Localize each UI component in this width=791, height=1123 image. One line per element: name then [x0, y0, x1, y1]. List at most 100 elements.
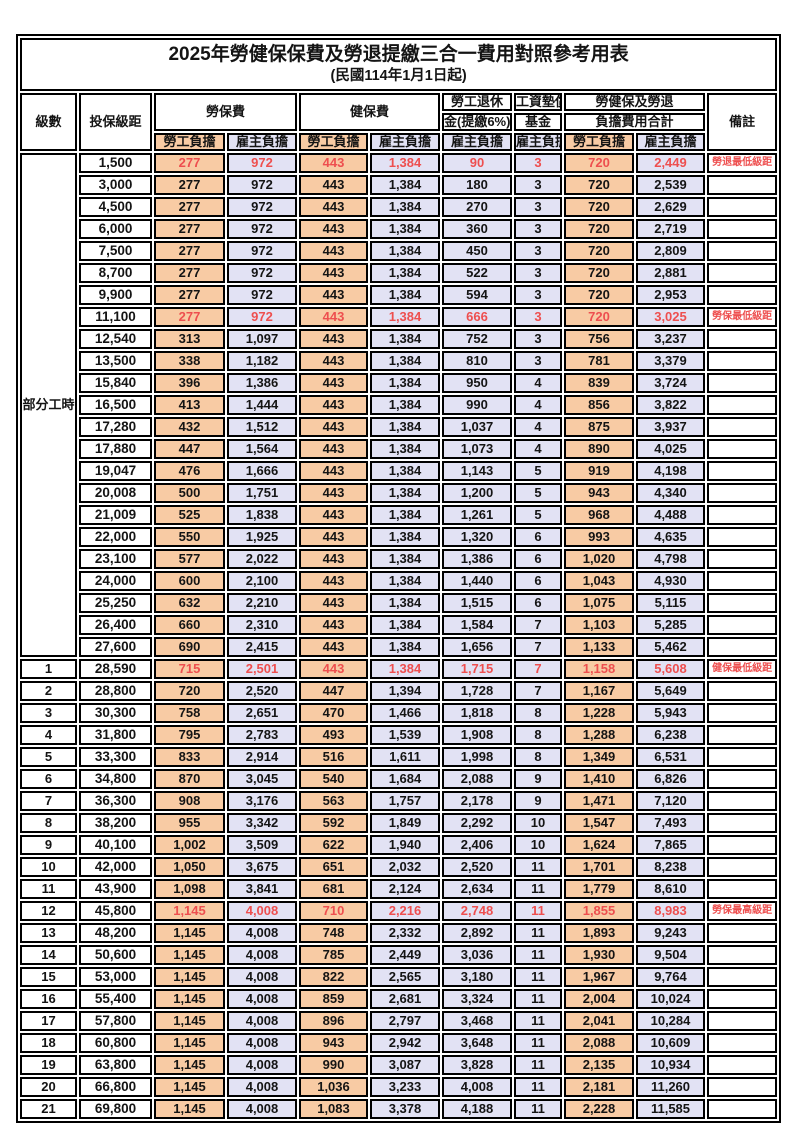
cell-pension-employer: 2,178 [442, 791, 512, 811]
cell-labor-employee: 1,145 [154, 945, 225, 965]
cell-labor-employer: 3,045 [227, 769, 297, 789]
table-body: 部分工時 1,500 277 972 443 1,384 90 3 720 2,449 勞退最低級距… [20, 153, 778, 1119]
cell-remark [707, 285, 778, 305]
subheader-labor-employee: 勞工負擔 [154, 133, 225, 151]
cell-total-employer: 5,608 [636, 659, 705, 679]
cell-health-employer: 1,384 [370, 285, 440, 305]
cell-pension-employer: 950 [442, 373, 512, 393]
cell-labor-employee: 1,145 [154, 923, 225, 943]
cell-wagefund-employer: 11 [514, 1033, 562, 1053]
cell-health-employee: 443 [299, 351, 368, 371]
cell-bracket: 30,300 [79, 703, 152, 723]
cell-wagefund-employer: 11 [514, 879, 562, 899]
cell-labor-employee: 758 [154, 703, 225, 723]
cell-total-employer: 9,504 [636, 945, 705, 965]
cell-bracket: 26,400 [79, 615, 152, 635]
col-header-pension-line2: 金(提繳6%) [442, 113, 512, 131]
cell-total-employer: 5,462 [636, 637, 705, 657]
cell-labor-employee: 715 [154, 659, 225, 679]
cell-bracket: 57,800 [79, 1011, 152, 1031]
table-row: 9 40,100 1,002 3,509 622 1,940 2,406 10 1,624 7,8… [20, 835, 778, 855]
table-row: 26,400 660 2,310 443 1,384 1,584 7 1,103 5,285 [20, 615, 778, 635]
cell-pension-employer: 3,648 [442, 1033, 512, 1053]
table-row: 17 57,800 1,145 4,008 896 2,797 3,468 11 2,041 10… [20, 1011, 778, 1031]
cell-wagefund-employer: 4 [514, 417, 562, 437]
cell-labor-employee: 277 [154, 285, 225, 305]
cell-pension-employer: 2,088 [442, 769, 512, 789]
cell-total-employer: 10,024 [636, 989, 705, 1009]
cell-labor-employee: 955 [154, 813, 225, 833]
cell-labor-employee: 600 [154, 571, 225, 591]
cell-remark [707, 615, 778, 635]
cell-total-employee: 2,181 [564, 1077, 634, 1097]
cell-wagefund-employer: 10 [514, 835, 562, 855]
cell-bracket: 17,280 [79, 417, 152, 437]
cell-bracket: 20,008 [79, 483, 152, 503]
cell-pension-employer: 4,008 [442, 1077, 512, 1097]
cell-remark [707, 703, 778, 723]
cell-grade: 2 [20, 681, 77, 701]
cell-health-employee: 822 [299, 967, 368, 987]
cell-health-employer: 2,449 [370, 945, 440, 965]
cell-bracket: 6,000 [79, 219, 152, 239]
cell-health-employer: 3,378 [370, 1099, 440, 1119]
cell-labor-employee: 277 [154, 175, 225, 195]
cell-bracket: 43,900 [79, 879, 152, 899]
cell-bracket: 3,000 [79, 175, 152, 195]
table-row: 18 60,800 1,145 4,008 943 2,942 3,648 11 2,088 10… [20, 1033, 778, 1053]
cell-total-employer: 5,649 [636, 681, 705, 701]
subheader-total-employee: 勞工負擔 [564, 133, 634, 151]
cell-total-employer: 5,115 [636, 593, 705, 613]
cell-remark: 勞保最低級距 [707, 307, 778, 327]
cell-health-employer: 2,032 [370, 857, 440, 877]
cell-total-employer: 11,260 [636, 1077, 705, 1097]
table-row: 21 69,800 1,145 4,008 1,083 3,378 4,188 11 2,228… [20, 1099, 778, 1119]
table-row: 21,009 525 1,838 443 1,384 1,261 5 968 4,488 [20, 505, 778, 525]
cell-total-employee: 1,167 [564, 681, 634, 701]
cell-remark [707, 725, 778, 745]
cell-bracket: 45,800 [79, 901, 152, 921]
cell-labor-employee: 313 [154, 329, 225, 349]
cell-labor-employer: 4,008 [227, 923, 297, 943]
table-row: 部分工時 1,500 277 972 443 1,384 90 3 720 2,449 勞退最低級距 [20, 153, 778, 657]
cell-pension-employer: 2,292 [442, 813, 512, 833]
cell-remark [707, 769, 778, 789]
cell-grade: 5 [20, 747, 77, 767]
cell-pension-employer: 2,748 [442, 901, 512, 921]
cell-health-employer: 1,384 [370, 659, 440, 679]
cell-health-employer: 1,384 [370, 571, 440, 591]
cell-labor-employee: 870 [154, 769, 225, 789]
cell-grade: 18 [20, 1033, 77, 1053]
cell-total-employer: 8,238 [636, 857, 705, 877]
cell-remark [707, 681, 778, 701]
cell-labor-employer: 972 [227, 219, 297, 239]
cell-wagefund-employer: 3 [514, 263, 562, 283]
col-header-total-line1: 勞健保及勞退 [564, 93, 705, 111]
cell-health-employee: 443 [299, 439, 368, 459]
table-row: 9,900 277 972 443 1,384 594 3 720 2,953 [20, 285, 778, 305]
cell-wagefund-employer: 11 [514, 945, 562, 965]
cell-health-employee: 443 [299, 219, 368, 239]
cell-remark [707, 483, 778, 503]
subheader-wagefund-employer: 雇主負擔 [514, 133, 562, 151]
cell-pension-employer: 1,320 [442, 527, 512, 547]
cell-grade: 12 [20, 901, 77, 921]
cell-labor-employer: 2,501 [227, 659, 297, 679]
cell-total-employee: 756 [564, 329, 634, 349]
cell-labor-employer: 1,386 [227, 373, 297, 393]
cell-wagefund-employer: 8 [514, 703, 562, 723]
cell-bracket: 33,300 [79, 747, 152, 767]
cell-health-employee: 443 [299, 483, 368, 503]
cell-pension-employer: 450 [442, 241, 512, 261]
cell-remark [707, 175, 778, 195]
cell-pension-employer: 990 [442, 395, 512, 415]
table-row: 15,840 396 1,386 443 1,384 950 4 839 3,724 [20, 373, 778, 393]
cell-total-employer: 4,198 [636, 461, 705, 481]
col-header-total-line2: 負擔費用合計 [564, 113, 705, 131]
title-row: 2025年勞健保保費及勞退提繳三合一費用對照參考用表 (民國114年1月1日起) [20, 38, 778, 91]
cell-pension-employer: 1,037 [442, 417, 512, 437]
table-row: 4,500 277 972 443 1,384 270 3 720 2,629 [20, 197, 778, 217]
cell-total-employer: 7,865 [636, 835, 705, 855]
cell-health-employer: 2,124 [370, 879, 440, 899]
cell-health-employer: 1,384 [370, 219, 440, 239]
